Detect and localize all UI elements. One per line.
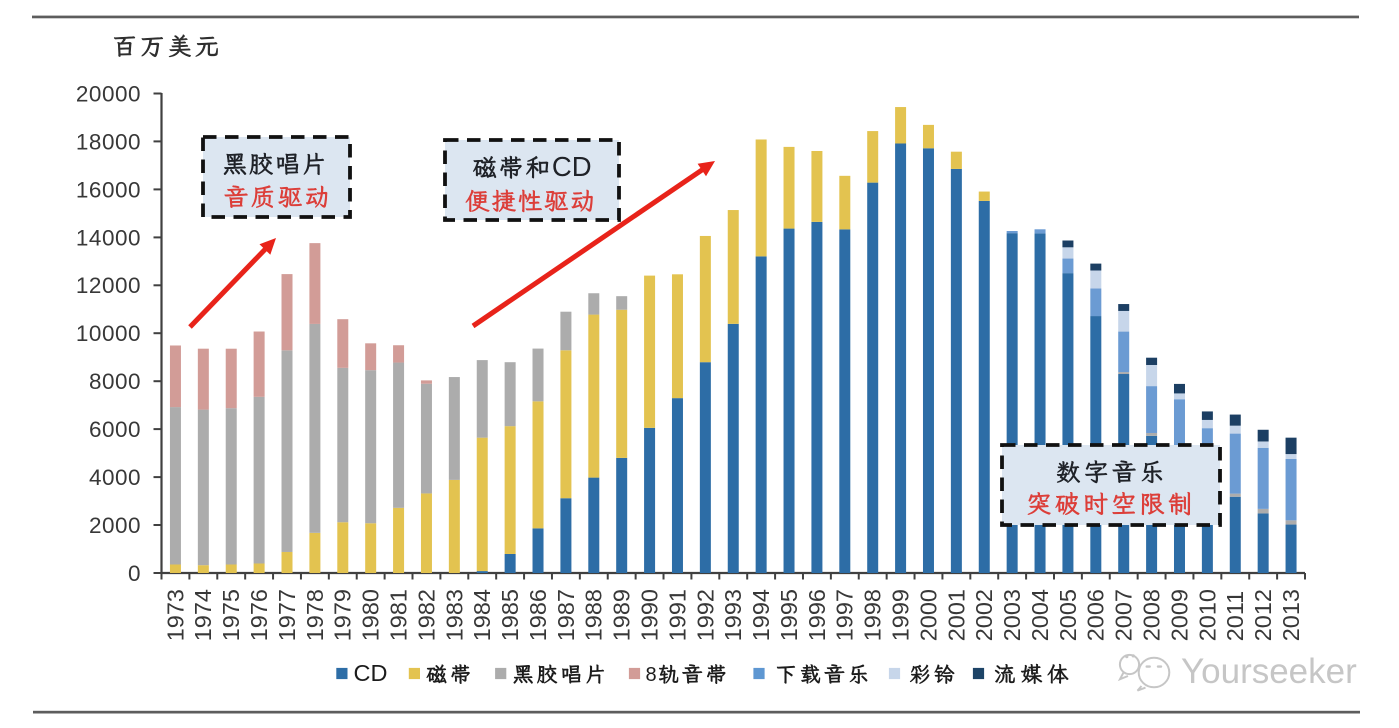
svg-text:10000: 10000: [76, 321, 141, 346]
svg-text:16000: 16000: [76, 177, 141, 202]
svg-text:2012: 2012: [1250, 589, 1276, 641]
svg-text:1992: 1992: [692, 589, 718, 641]
svg-text:8: 8: [646, 664, 657, 686]
svg-text:2001: 2001: [943, 589, 969, 641]
svg-text:6000: 6000: [89, 417, 141, 442]
svg-text:1975: 1975: [218, 589, 244, 641]
svg-text:1997: 1997: [832, 589, 858, 641]
svg-text:1982: 1982: [413, 589, 439, 641]
svg-text:2000: 2000: [915, 589, 941, 641]
svg-text:8000: 8000: [89, 369, 141, 394]
svg-text:1977: 1977: [274, 589, 300, 641]
svg-text:1996: 1996: [804, 589, 830, 641]
svg-text:0: 0: [128, 561, 141, 586]
svg-text:2011: 2011: [1222, 591, 1248, 642]
svg-text:1981: 1981: [385, 589, 411, 641]
svg-text:4000: 4000: [89, 465, 141, 490]
svg-text:1990: 1990: [636, 589, 662, 641]
svg-text:2013: 2013: [1278, 589, 1304, 641]
svg-text:2000: 2000: [89, 513, 141, 538]
svg-text:2009: 2009: [1166, 589, 1192, 641]
svg-text:1994: 1994: [748, 589, 774, 641]
svg-text:1978: 1978: [302, 589, 328, 641]
svg-text:1974: 1974: [190, 589, 216, 641]
svg-text:Yourseeker: Yourseeker: [1181, 652, 1357, 691]
svg-text:1985: 1985: [497, 589, 523, 641]
svg-text:1993: 1993: [720, 589, 746, 641]
svg-text:18000: 18000: [76, 129, 141, 154]
svg-text:2010: 2010: [1194, 589, 1220, 641]
svg-text:1989: 1989: [609, 589, 635, 641]
svg-text:1973: 1973: [162, 589, 188, 641]
svg-text:1979: 1979: [330, 589, 356, 641]
svg-text:1999: 1999: [887, 589, 913, 641]
svg-text:1988: 1988: [581, 589, 607, 641]
svg-text:2002: 2002: [971, 589, 997, 641]
svg-text:12000: 12000: [76, 273, 141, 298]
svg-text:1980: 1980: [358, 589, 384, 641]
svg-text:2004: 2004: [1027, 589, 1053, 641]
svg-text:CD: CD: [354, 660, 388, 686]
svg-text:2006: 2006: [1083, 589, 1109, 641]
svg-text:1976: 1976: [246, 589, 272, 641]
svg-text:1998: 1998: [860, 589, 886, 641]
svg-text:2007: 2007: [1111, 589, 1137, 641]
svg-text:20000: 20000: [76, 81, 141, 106]
svg-text:1991: 1991: [664, 589, 690, 641]
svg-text:2008: 2008: [1139, 589, 1165, 641]
svg-text:14000: 14000: [76, 225, 141, 250]
svg-text:2005: 2005: [1055, 589, 1081, 641]
svg-text:1986: 1986: [525, 589, 551, 641]
svg-text:1987: 1987: [553, 589, 579, 641]
svg-text:2003: 2003: [999, 589, 1025, 641]
svg-text:1995: 1995: [776, 589, 802, 641]
svg-text:CD: CD: [552, 151, 592, 182]
svg-text:1984: 1984: [469, 589, 495, 641]
svg-text:1983: 1983: [441, 589, 467, 641]
